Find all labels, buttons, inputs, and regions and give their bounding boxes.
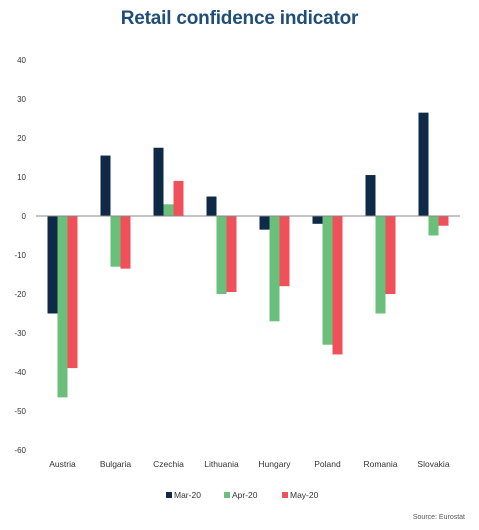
category-label: Hungary [258, 459, 291, 469]
bar-mar-20-poland [312, 216, 323, 224]
y-tick-label: -20 [14, 290, 26, 299]
y-tick-label: 10 [17, 173, 26, 182]
y-tick-label: -30 [14, 329, 26, 338]
bar-apr-20-poland [322, 216, 333, 345]
bar-may-20-czechia [173, 180, 184, 216]
category-label: Lithuania [204, 459, 239, 469]
y-tick-label: 40 [17, 56, 26, 65]
category-label: Austria [49, 459, 76, 469]
bar-may-20-austria [67, 216, 78, 369]
bar-mar-20-hungary [259, 216, 270, 230]
y-tick-label: 20 [17, 134, 26, 143]
bar-apr-20-lithuania [216, 216, 227, 294]
category-label: Poland [314, 459, 341, 469]
legend-swatch [224, 492, 230, 498]
source-note: Source: Eurostat [412, 514, 465, 521]
category-label: Czechia [153, 459, 184, 469]
bar-apr-20-czechia [163, 204, 174, 216]
legend-swatch [282, 492, 288, 498]
category-labels: Austria Bulgaria Czechia Lithuania Hungary Po… [49, 459, 450, 469]
bar-apr-20-romania [375, 216, 386, 314]
bar-may-20-romania [385, 216, 396, 294]
y-axis-ticks: -60 -50 -40 -30 -20 -10 0 10 20 30 40 [14, 56, 26, 455]
bar-apr-20-bulgaria [110, 216, 121, 267]
bar-apr-20-slovakia [428, 216, 439, 236]
y-tick-label: 30 [17, 95, 26, 104]
bar-may-20-slovakia [438, 216, 449, 226]
y-tick-label: -10 [14, 251, 26, 260]
bar-mar-20-lithuania [206, 196, 217, 216]
chart-title: Retail confidence indicator [120, 8, 359, 29]
bar-may-20-bulgaria [120, 216, 131, 269]
y-tick-label: 0 [22, 212, 27, 221]
category-label: Romania [363, 459, 397, 469]
legend-label: May-20 [290, 490, 319, 500]
bar-mar-20-romania [365, 175, 376, 216]
bar-mar-20-slovakia [418, 112, 429, 216]
bar-apr-20-austria [57, 216, 68, 398]
legend: Mar-20 Apr-20 May-20 [166, 490, 319, 500]
y-tick-label: -60 [14, 446, 26, 455]
y-tick-label: -50 [14, 407, 26, 416]
bar-may-20-poland [332, 216, 343, 355]
bar-mar-20-bulgaria [100, 155, 111, 216]
legend-label: Mar-20 [174, 490, 201, 500]
bar-apr-20-hungary [269, 216, 280, 322]
bar-mar-20-czechia [153, 147, 164, 216]
bar-may-20-hungary [279, 216, 290, 287]
bar-mar-20-austria [47, 216, 58, 314]
bars [47, 112, 449, 398]
bar-may-20-lithuania [226, 216, 237, 293]
legend-swatch [166, 492, 172, 498]
legend-label: Apr-20 [232, 490, 258, 500]
category-label: Slovakia [417, 459, 449, 469]
y-tick-label: -40 [14, 368, 26, 377]
category-label: Bulgaria [100, 459, 131, 469]
